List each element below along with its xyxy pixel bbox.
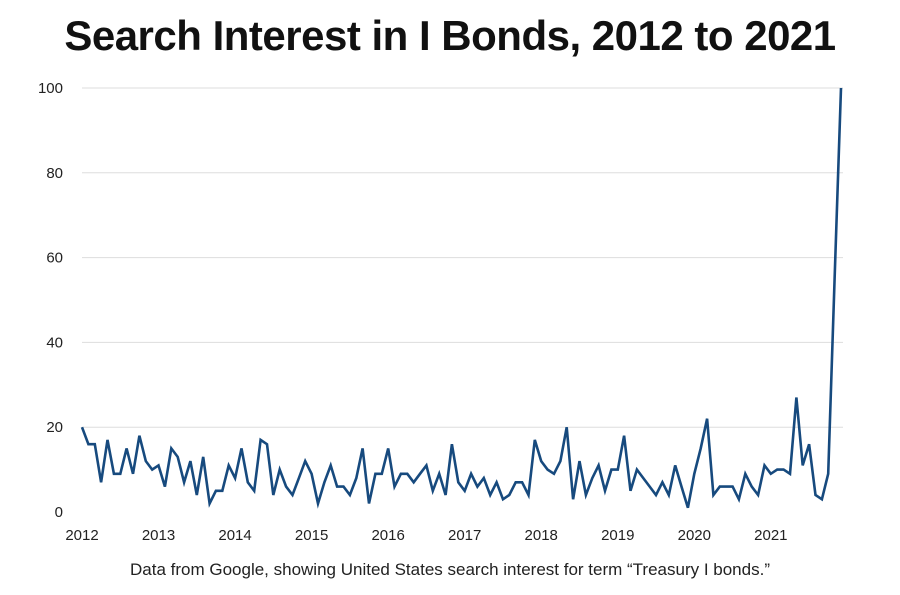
x-tick-label: 2017 xyxy=(448,527,481,544)
x-tick-label: 2012 xyxy=(65,527,98,544)
y-tick-label: 80 xyxy=(46,165,63,182)
y-axis-ticks: 0 20 40 60 80 100 xyxy=(38,80,63,521)
x-tick-label: 2013 xyxy=(142,527,175,544)
y-tick-label: 100 xyxy=(38,80,63,97)
y-tick-label: 0 xyxy=(55,504,63,521)
chart-caption: Data from Google, showing United States … xyxy=(130,560,770,579)
x-tick-label: 2019 xyxy=(601,527,634,544)
gridlines xyxy=(82,87,843,428)
chart-title: Search Interest in I Bonds, 2012 to 2021 xyxy=(64,12,836,59)
x-tick-label: 2014 xyxy=(218,527,251,544)
y-tick-label: 40 xyxy=(46,334,63,351)
y-tick-label: 20 xyxy=(46,419,63,436)
x-tick-label: 2016 xyxy=(371,527,404,544)
plot-area xyxy=(80,87,843,509)
x-tick-label: 2018 xyxy=(525,527,558,544)
x-tick-label: 2015 xyxy=(295,527,328,544)
series-line xyxy=(80,87,843,509)
x-tick-label: 2020 xyxy=(678,527,711,544)
x-tick-label: 2021 xyxy=(754,527,787,544)
x-axis-ticks: 2012 2013 2014 2015 2016 2017 2018 2019 2020 2021 xyxy=(65,527,787,544)
y-tick-label: 60 xyxy=(46,250,63,267)
